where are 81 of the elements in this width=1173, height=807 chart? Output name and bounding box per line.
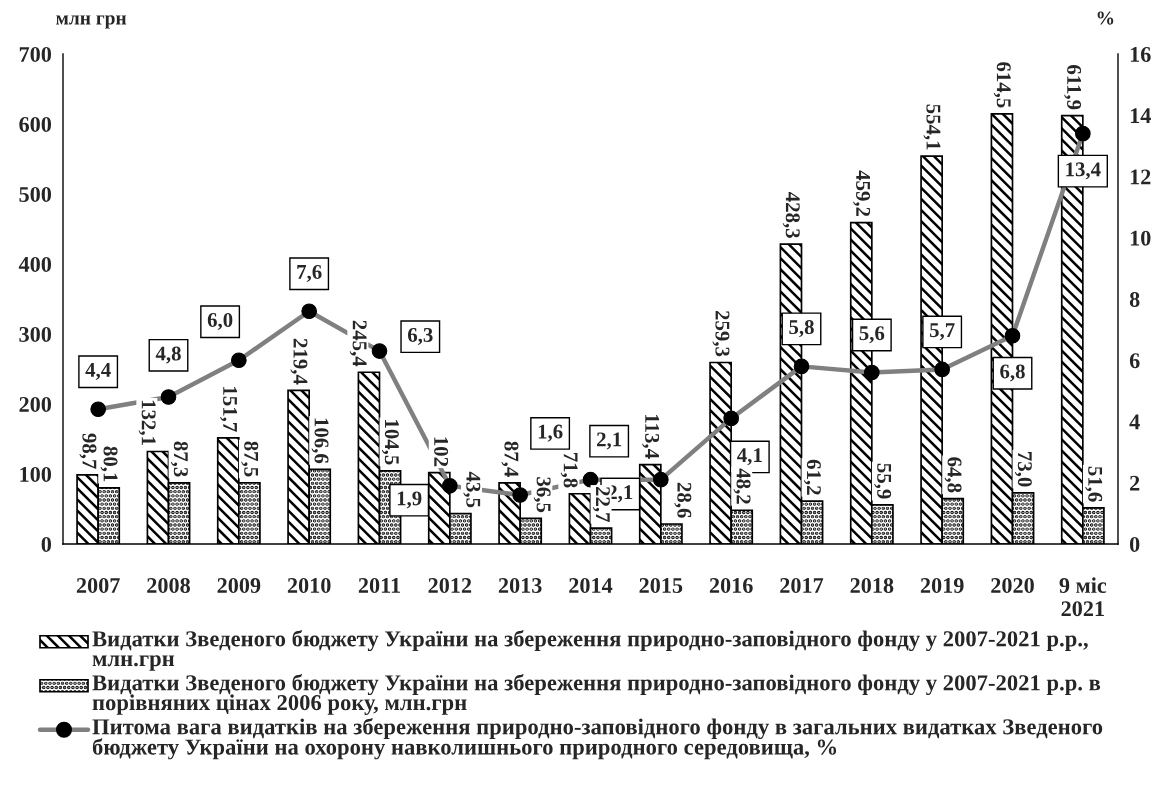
data-label: 611,9 xyxy=(1064,65,1082,110)
data-label: 104,5 xyxy=(381,420,399,465)
data-label: 98,7 xyxy=(79,433,97,469)
data-label: 245,4 xyxy=(349,320,367,367)
data-label: 73,0 xyxy=(1014,452,1032,487)
data-label: 43,5 xyxy=(463,471,481,508)
y-tick-label: 700 xyxy=(19,46,52,62)
data-label: 87,4 xyxy=(501,441,519,477)
data-label: 5,6 xyxy=(859,326,885,344)
y-tick-label: 600 xyxy=(19,116,52,132)
x-tick-label: 2014 xyxy=(569,577,613,593)
y-tick-label: 500 xyxy=(19,186,52,202)
data-label: 4,8 xyxy=(155,346,181,364)
y-tick-label: 400 xyxy=(18,256,52,272)
data-label: 106,6 xyxy=(311,418,329,464)
data-label: 87,3 xyxy=(170,441,188,477)
data-label: 55,9 xyxy=(874,463,892,499)
data-label: 36,5 xyxy=(533,477,551,513)
data-label: 6,8 xyxy=(1000,364,1025,382)
x-tick-label: 2010 xyxy=(287,577,331,593)
y2-tick-label: 12 xyxy=(1130,169,1151,185)
y-tick-label: 100 xyxy=(20,466,52,482)
data-label: 428,3 xyxy=(782,192,800,238)
x-tick-label: 2015 xyxy=(639,577,683,593)
x-tick-label: 2016 xyxy=(709,577,753,593)
y-tick-label: 200 xyxy=(19,396,52,412)
y-axis-title: млн грн xyxy=(56,15,127,29)
data-label: 48,2 xyxy=(733,468,751,504)
data-label: 71,8 xyxy=(560,452,578,488)
data-label: 219,4 xyxy=(290,338,308,385)
data-label: 51,6 xyxy=(1085,466,1103,502)
data-label: 4,4 xyxy=(85,363,111,380)
data-label: 1,9 xyxy=(397,491,422,509)
x-tick-label: 2012 xyxy=(428,577,472,593)
data-label: 151,7 xyxy=(220,387,238,432)
x-tick-label: 2020 xyxy=(991,577,1034,593)
legend-label: Питома вага видатків на збереження природно-заповідного фонду в загальних видатках Зведеного бюджету України на охорону навколишнього природного середовища, % xyxy=(92,718,1103,760)
data-label: 80,1 xyxy=(100,446,118,482)
y-tick-label: 0 xyxy=(41,536,52,552)
y2-tick-label: 0 xyxy=(1129,536,1140,552)
data-label: 259,3 xyxy=(712,310,730,357)
data-label: 87,5 xyxy=(241,441,259,477)
x-tick-label: 2013 xyxy=(498,577,542,593)
data-label: 614,5 xyxy=(993,62,1011,108)
y2-tick-label: 16 xyxy=(1130,46,1151,62)
data-label: 5,8 xyxy=(789,320,814,338)
y2-tick-label: 6 xyxy=(1129,353,1140,369)
x-tick-label: 2017 xyxy=(780,577,824,593)
y2-tick-label: 2 xyxy=(1130,475,1140,491)
data-label: 6,0 xyxy=(207,312,233,330)
data-label: 102 xyxy=(434,437,449,467)
y-tick-label: 300 xyxy=(19,326,52,342)
data-label: 554,1 xyxy=(923,104,941,150)
x-tick-label: 2009 xyxy=(217,577,261,593)
legend-label: Видатки Зведеного бюджету України на збереження природно-заповідного фонду у 2007-2021 р.р. в порівняних цінах 2006 року, млн.грн xyxy=(92,674,1101,715)
x-tick-label: 2008 xyxy=(147,577,190,593)
data-label: 4,1 xyxy=(737,448,762,466)
data-label: 113,4 xyxy=(642,415,660,459)
data-label: 459,2 xyxy=(853,170,871,217)
x-tick-label: 2018 xyxy=(850,577,894,593)
legend-label: Видатки Зведеного бюджету України на збереження природно-заповідного фонду у 2007-2021 р.р., млн.грн xyxy=(92,630,1088,671)
data-label: 5,7 xyxy=(929,323,955,341)
y2-tick-label: 4 xyxy=(1129,414,1140,430)
x-tick-label: 2019 xyxy=(920,577,964,593)
data-label: 61,2 xyxy=(803,459,821,495)
y2-axis-title: % xyxy=(1097,11,1114,25)
x-tick-label: 2007 xyxy=(76,577,120,593)
data-label: 28,6 xyxy=(674,482,692,518)
data-label: 13,4 xyxy=(1066,162,1101,180)
y2-tick-label: 14 xyxy=(1130,108,1151,123)
data-label: 2,1 xyxy=(597,432,622,450)
data-label: 22,7 xyxy=(592,486,610,523)
data-label: 6,3 xyxy=(407,327,433,345)
data-label: 1,6 xyxy=(538,424,563,442)
data-label: 132,1 xyxy=(138,400,156,445)
y2-tick-label: 8 xyxy=(1129,291,1140,307)
x-tick-label: 9 міс 2021 xyxy=(1059,577,1107,617)
x-tick-label: 2011 xyxy=(358,577,400,593)
data-label: 7,6 xyxy=(297,264,322,282)
data-label: 64,8 xyxy=(944,457,962,493)
y2-tick-label: 10 xyxy=(1130,230,1151,246)
